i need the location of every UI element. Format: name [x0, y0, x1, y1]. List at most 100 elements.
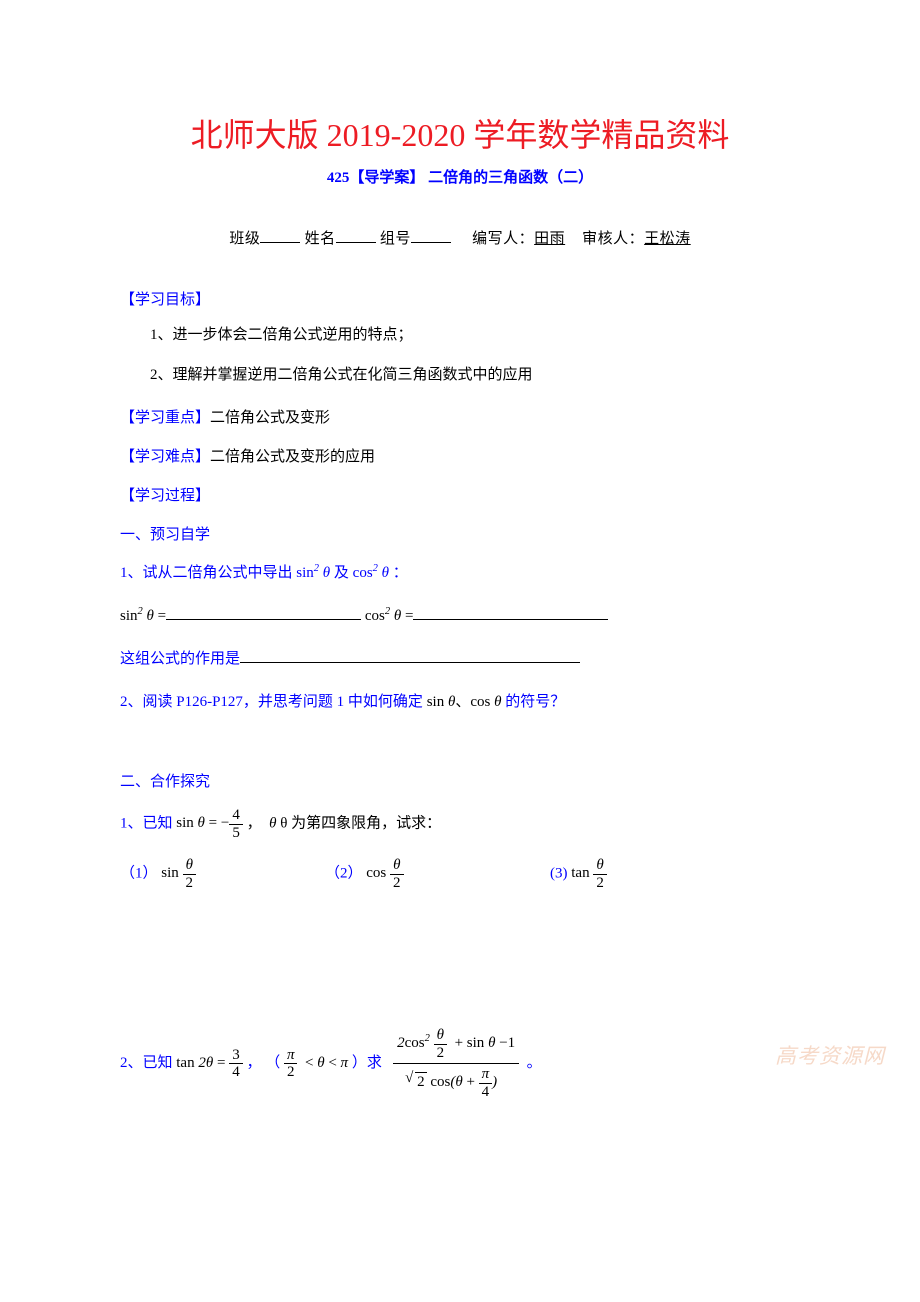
cn-comma: 、 [455, 694, 470, 710]
theta-j: θ [393, 857, 400, 873]
cos2theta: cos2 θ [353, 565, 389, 581]
pi-3: π [482, 1066, 490, 1082]
num-3: 3 [229, 1047, 243, 1064]
formula-blanks: sin2 θ = cos2 θ = [120, 603, 800, 630]
minus-sign: − [221, 815, 229, 831]
theta-f: θ [494, 694, 501, 710]
difficulty-body: 二倍角公式及变形的应用 [210, 449, 375, 465]
cos-text-4: cos [366, 865, 386, 881]
lt-2: < [328, 1055, 336, 1071]
theta-c: θ [147, 608, 154, 624]
theta-b: θ [382, 565, 389, 581]
den-2d: 2 [284, 1063, 298, 1081]
cn-comma-3: ， [246, 1055, 261, 1071]
sin-text-6: sin [467, 1035, 485, 1051]
label-2: （2） [325, 865, 363, 881]
eq-4: = [217, 1055, 225, 1071]
den-2e: 2 [434, 1044, 448, 1062]
theta-l: θ [206, 1055, 213, 1071]
preview-q1: 1、试从二倍角公式中导出 sin2 θ 及 cos2 θ ： [120, 560, 800, 587]
big-frac-den: √2 cos(θ + π4) [393, 1063, 519, 1100]
frac-theta-2-a: θ2 [183, 857, 197, 891]
theta-i: θ [186, 857, 193, 873]
sin-text: sin [296, 565, 314, 581]
keypoint-heading: 【学习重点】二倍角公式及变形 [120, 406, 800, 427]
spacer-1 [120, 732, 800, 752]
objectives-heading: 【学习目标】 [120, 288, 800, 309]
objective-1: 1、进一步体会二倍角公式逆用的特点； [120, 323, 800, 349]
q1-prefix: 1、已知 [120, 815, 173, 831]
q1-subparts: （1） sin θ2 （2） cos θ2 (3) tan θ2 [120, 857, 800, 891]
cos-text: cos [353, 565, 373, 581]
rparen: ）求 [352, 1055, 382, 1071]
subtitle: 425【导学案】 二倍角的三角函数（二） [120, 166, 800, 187]
sin-cos-theta: sin θ、cos θ [427, 694, 502, 710]
theta: θ [323, 565, 330, 581]
preview-q2-prefix: 2、阅读 P126-P127，并思考问题 1 中如何确定 [120, 694, 423, 710]
preview-q1-suffix: ： [393, 565, 408, 581]
spacer-3 [120, 951, 800, 1011]
usage-prefix: 这组公式的作用是 [120, 651, 240, 667]
reviewer-name: 王松涛 [644, 231, 691, 247]
den-2a: 2 [183, 874, 197, 892]
objective-2: 2、理解并掌握逆用二倍角公式在化简三角函数式中的应用 [120, 363, 800, 389]
tan-text-1: tan [571, 865, 589, 881]
tan2theta-value: tan 2θ = 34 [176, 1055, 246, 1071]
name-label: 姓名 [305, 231, 336, 247]
theta-p: θ [455, 1074, 462, 1090]
name-blank [336, 228, 376, 243]
class-blank [260, 228, 300, 243]
lparen: （ [265, 1055, 280, 1071]
sin-text-5: sin [161, 865, 179, 881]
theta-k: θ [596, 857, 603, 873]
frac-4-5: 45 [229, 807, 243, 841]
writer-name: 田雨 [534, 231, 565, 247]
sup-2e: 2 [425, 1033, 430, 1044]
frac-theta-2-d: θ2 [434, 1027, 448, 1061]
spacer-2 [120, 891, 800, 951]
den-2b: 2 [390, 874, 404, 892]
num-4: 4 [229, 807, 243, 824]
coop-q1: 1、已知 sin θ = −45 ， θ θ 为第四象限角，试求： [120, 807, 800, 841]
page-title: 北师大版 2019-2020 学年数学精品资料 [120, 110, 800, 156]
sin2theta-eq: sin2 θ = [120, 608, 166, 624]
pi-1: π [287, 1047, 295, 1063]
cos-text-5: cos [405, 1035, 425, 1051]
sin-text-2: sin [120, 608, 138, 624]
sup-2d: 2 [385, 606, 390, 617]
lt-1: < [305, 1055, 313, 1071]
class-label: 班级 [229, 231, 260, 247]
q1-part-1: （1） sin θ2 [120, 857, 325, 891]
big-frac-num: 2cos2 θ2 + sin θ −1 [393, 1027, 519, 1063]
cos2theta-eq: cos2 θ = [365, 608, 414, 624]
coop-heading: 二、合作探究 [120, 770, 800, 791]
q1-cond: θ 为第四象限角，试求： [280, 815, 441, 831]
eq-3: = [209, 815, 217, 831]
difficulty-heading: 【学习难点】二倍角公式及变形的应用 [120, 445, 800, 466]
q2-prefix: 2、已知 [120, 1055, 173, 1071]
cos-text-3: cos [470, 694, 490, 710]
usage-blank [240, 648, 580, 663]
cos-half: cos θ2 [366, 865, 403, 881]
plus-2: + [466, 1074, 474, 1090]
plus-1: + [455, 1035, 463, 1051]
eq-1: = [158, 608, 166, 624]
frac-pi-2: π2 [284, 1047, 298, 1081]
label-1: （1） [120, 865, 158, 881]
theta-n: θ [437, 1027, 444, 1043]
cos-text-2: cos [365, 608, 385, 624]
theta-range: π2 < θ < π [284, 1055, 352, 1071]
sup-2: 2 [314, 563, 319, 574]
byline: 班级 姓名 组号 编写人：田雨 审核人：王松涛 [120, 227, 800, 248]
q1-part-2: （2） cos θ2 [325, 857, 550, 891]
den-2c: 2 [593, 874, 607, 892]
preview-q2: 2、阅读 P126-P127，并思考问题 1 中如何确定 sin θ、cos θ… [120, 689, 800, 716]
sqrt-2-val: 2 [415, 1072, 427, 1092]
frac-3-4: 34 [229, 1047, 243, 1081]
sup-2b: 2 [373, 563, 378, 574]
frac-theta-2-c: θ2 [593, 857, 607, 891]
preview-heading: 一、预习自学 [120, 523, 800, 544]
writer-label: 编写人： [472, 231, 534, 247]
sin2theta: sin2 θ [296, 565, 330, 581]
cos-text-6: cos [430, 1074, 450, 1090]
